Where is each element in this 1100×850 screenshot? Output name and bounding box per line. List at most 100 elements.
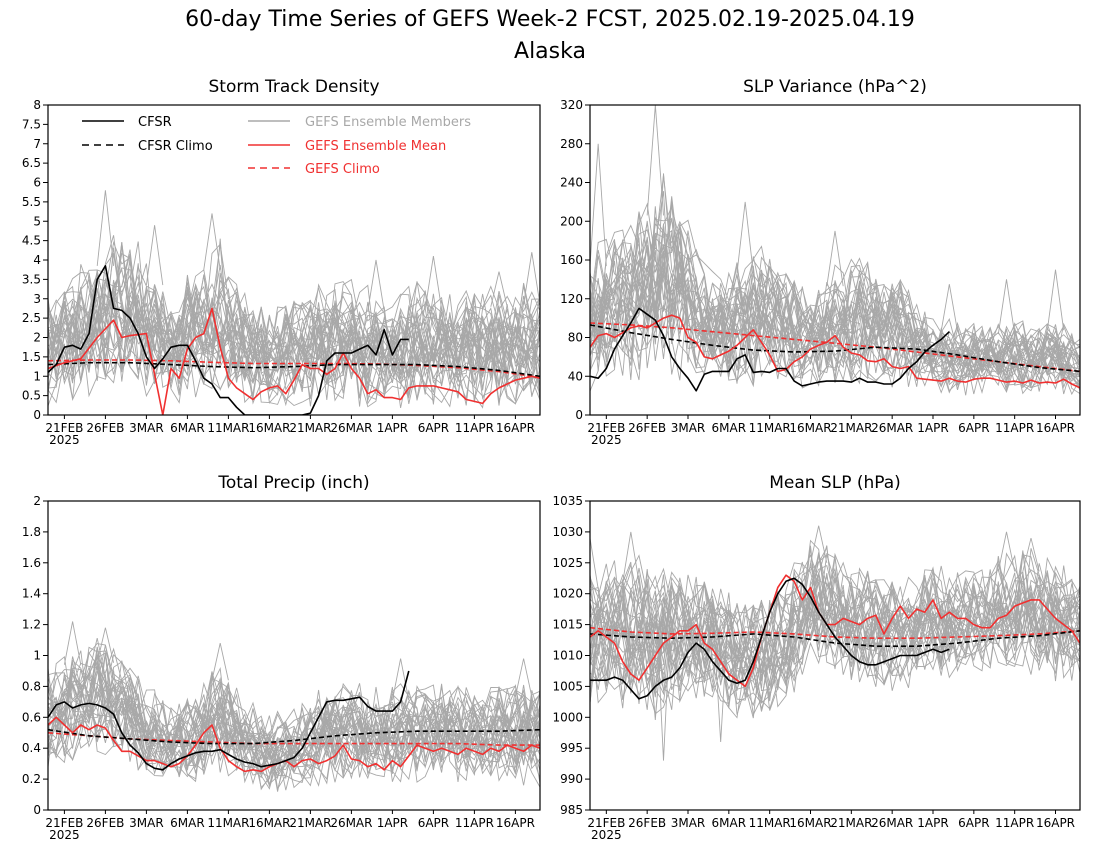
slp-variance-member-spike [940,284,958,332]
total-precip-member-spike [391,658,410,701]
slp-variance-member-line [590,211,1080,394]
mean-slp-xtick-year: 2025 [591,828,622,842]
storm-track-density-member-line [48,240,540,404]
figure-title: 60-day Time Series of GEFS Week-2 FCST, … [185,7,915,32]
mean-slp-member-spike [997,531,1016,572]
storm-track-density-ytick-label: 2.5 [22,311,41,325]
total-precip-ytick-label: 1.2 [22,618,41,632]
total-precip-member-line [48,662,540,785]
storm-track-density-member-spike [203,213,221,270]
mean-slp-member-spike [712,603,730,743]
storm-track-density-xtick-label: 1APR [377,421,408,435]
slp-variance-member-spike [826,230,844,287]
slp-variance-member-line [590,223,1080,394]
storm-track-density-xtick-label: 6APR [418,421,449,435]
mean-slp-member-line [590,563,1080,719]
mean-slp-xtick-label: 6MAR [712,816,747,830]
storm-track-density-member-line [48,296,540,399]
storm-track-density-xtick-label: 3MAR [129,421,164,435]
legend-label-members: GEFS Ensemble Members [305,115,471,130]
storm-track-density-ytick-label: 6.5 [22,156,41,170]
total-precip-member-spike [514,658,533,697]
total-precip-ytick-label: 0 [33,803,41,817]
storm-track-density-ytick-label: 1 [33,369,41,383]
mean-slp-series-cfsr-climo [590,630,1080,648]
slp-variance-series-cfsr-climo [590,324,1080,373]
slp-variance-title: SLP Variance (hPa^2) [743,77,927,97]
slp-variance-xtick-label: 16APR [1036,421,1075,435]
mean-slp-xtick-label: 21FEB [587,816,625,830]
storm-track-density-member-line [48,274,540,405]
storm-track-density-xtick-label: 11APR [455,421,494,435]
storm-track-density-series-cfsr-climo [48,361,540,378]
mean-slp-xtick-label: 1APR [917,816,948,830]
total-precip-ytick-label: 1.8 [22,525,41,539]
mean-slp-xtick-label: 21MAR [830,816,872,830]
slp-variance-xtick-label: 21FEB [587,421,625,435]
storm-track-density-xtick-label: 21FEB [45,421,83,435]
slp-variance-xtick-label: 6APR [958,421,989,435]
storm-track-density-ytick-label: 0 [33,408,41,422]
mean-slp-ytick-label: 1035 [552,494,583,508]
storm-track-density-ytick-label: 2 [33,331,41,345]
total-precip-panel: Total Precip (inch) 0 0.2 0.4 0.6 0.8 1 1.2 1.4 1… [22,473,541,842]
storm-track-density-xtick-label: 26FEB [86,421,124,435]
total-precip-member-line [48,667,540,782]
slp-variance-member-spike [1046,269,1065,331]
slp-variance-member-spike [590,143,607,267]
slp-variance-ytick-label: 240 [560,176,583,190]
mean-slp-ytick-label: 990 [560,772,583,786]
slp-variance-member-spike [736,201,754,274]
slp-variance-ytick-label: 280 [560,137,583,151]
legend-label-cfsr-climo: CFSR Climo [138,139,213,154]
storm-track-density-ytick-label: 5 [33,214,41,228]
mean-slp-member-line [590,554,1080,711]
storm-track-density-xtick-year: 2025 [49,433,80,447]
slp-variance-ytick-label: 160 [560,253,583,267]
slp-variance-member-spike [997,279,1016,335]
mean-slp-xtick-label: 16MAR [789,816,831,830]
total-precip-series-gefs-ensemble-mean [48,716,540,773]
slp-variance-ytick-label: 200 [560,214,583,228]
mean-slp-member-line [590,573,1080,693]
storm-track-density-ytick-label: 3.5 [22,272,41,286]
legend-label-cfsr: CFSR [138,115,172,130]
slp-variance-member-spike [646,105,664,216]
storm-track-density-member-spike [145,225,164,286]
mean-slp-ytick-label: 985 [560,803,583,817]
total-precip-member-line [48,676,540,787]
total-precip-xtick-label: 16MAR [248,816,290,830]
slp-variance-ytick-label: 320 [560,98,583,112]
mean-slp-member-line [590,545,1080,710]
total-precip-xtick-label: 26FEB [86,816,124,830]
mean-slp-ytick-label: 995 [560,741,583,755]
storm-track-density-ytick-label: 8 [33,98,41,112]
legend: CFSR CFSR Climo GEFS Ensemble Members GE… [82,115,471,177]
total-precip-ytick-label: 0.4 [22,741,41,755]
slp-variance-xtick-year: 2025 [591,433,622,447]
total-precip-ytick-label: 1 [33,649,41,663]
slp-variance-xtick-label: 11APR [995,421,1034,435]
slp-variance-member-line [590,225,1080,386]
slp-variance-ensemble-members [590,105,1080,396]
total-precip-ytick-label: 2 [33,494,41,508]
total-precip-xtick-label: 16APR [496,816,535,830]
mean-slp-series-gefs-climo [590,626,1080,640]
storm-track-density-member-spike [424,256,443,309]
total-precip-ytick-label: 0.8 [22,679,41,693]
storm-track-density-member-spike [96,190,115,266]
storm-track-density-ytick-label: 0.5 [22,389,41,403]
slp-variance-xtick-label: 21MAR [830,421,872,435]
mean-slp-xtick-label: 11APR [995,816,1034,830]
storm-track-density-xtick-label: 21MAR [289,421,331,435]
mean-slp-xtick-label: 6APR [958,816,989,830]
total-precip-ytick-label: 1.6 [22,556,41,570]
mean-slp-ytick-label: 1020 [552,587,583,601]
slp-variance-xtick-label: 26MAR [871,421,913,435]
storm-track-density-ytick-label: 4.5 [22,234,41,248]
mean-slp-xtick-label: 26MAR [871,816,913,830]
storm-track-density-member-spike [523,252,540,305]
total-precip-member-line [48,655,540,773]
storm-track-density-series-gefs-climo [48,359,540,379]
